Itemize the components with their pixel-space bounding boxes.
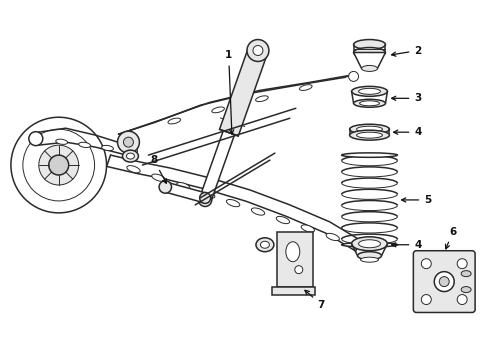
- Ellipse shape: [461, 271, 471, 276]
- Polygon shape: [220, 47, 268, 136]
- Ellipse shape: [200, 193, 211, 203]
- Ellipse shape: [127, 146, 137, 156]
- Ellipse shape: [358, 252, 382, 260]
- Ellipse shape: [101, 145, 114, 150]
- Ellipse shape: [256, 238, 274, 252]
- Ellipse shape: [461, 287, 471, 293]
- Polygon shape: [272, 287, 315, 295]
- Ellipse shape: [23, 129, 95, 201]
- Ellipse shape: [349, 124, 390, 134]
- Text: 4: 4: [393, 127, 422, 137]
- Ellipse shape: [352, 237, 388, 251]
- Ellipse shape: [457, 294, 467, 305]
- Ellipse shape: [201, 191, 215, 198]
- Ellipse shape: [159, 181, 171, 193]
- Ellipse shape: [359, 240, 380, 248]
- Ellipse shape: [56, 139, 68, 144]
- Ellipse shape: [198, 193, 212, 207]
- Ellipse shape: [256, 96, 268, 102]
- Ellipse shape: [152, 174, 165, 181]
- Ellipse shape: [299, 85, 312, 90]
- Text: 3: 3: [392, 93, 421, 103]
- Ellipse shape: [362, 66, 377, 71]
- Ellipse shape: [39, 145, 78, 185]
- Ellipse shape: [357, 126, 383, 132]
- Ellipse shape: [253, 45, 263, 55]
- Ellipse shape: [434, 272, 454, 292]
- Ellipse shape: [123, 137, 133, 147]
- FancyBboxPatch shape: [414, 251, 475, 312]
- Polygon shape: [164, 182, 206, 203]
- Ellipse shape: [295, 266, 303, 274]
- Ellipse shape: [354, 40, 386, 50]
- Ellipse shape: [361, 257, 378, 262]
- Ellipse shape: [457, 259, 467, 269]
- Ellipse shape: [11, 117, 106, 213]
- Text: 5: 5: [402, 195, 432, 205]
- Ellipse shape: [326, 233, 340, 240]
- Ellipse shape: [349, 130, 390, 140]
- Ellipse shape: [354, 48, 386, 58]
- Ellipse shape: [168, 118, 181, 124]
- Ellipse shape: [202, 197, 208, 203]
- Polygon shape: [277, 232, 313, 287]
- Ellipse shape: [354, 99, 386, 107]
- Ellipse shape: [360, 101, 379, 106]
- Ellipse shape: [342, 243, 397, 247]
- Ellipse shape: [247, 40, 269, 62]
- Ellipse shape: [276, 216, 290, 224]
- Ellipse shape: [421, 294, 431, 305]
- Text: 6: 6: [445, 227, 457, 249]
- Text: 2: 2: [392, 45, 421, 56]
- Ellipse shape: [122, 150, 138, 162]
- Text: 7: 7: [305, 290, 325, 310]
- Ellipse shape: [226, 199, 240, 207]
- Ellipse shape: [79, 142, 91, 148]
- Text: 1: 1: [225, 50, 234, 134]
- Ellipse shape: [348, 71, 359, 81]
- Ellipse shape: [301, 225, 315, 232]
- Ellipse shape: [251, 208, 265, 215]
- Text: 8: 8: [150, 155, 166, 183]
- Ellipse shape: [118, 131, 140, 153]
- Ellipse shape: [359, 88, 380, 94]
- Ellipse shape: [212, 107, 224, 113]
- Ellipse shape: [127, 166, 140, 173]
- Ellipse shape: [439, 276, 449, 287]
- Ellipse shape: [352, 86, 388, 96]
- Ellipse shape: [126, 153, 134, 159]
- Ellipse shape: [286, 242, 300, 262]
- Ellipse shape: [29, 132, 43, 146]
- Polygon shape: [354, 53, 386, 68]
- Ellipse shape: [176, 183, 190, 190]
- Ellipse shape: [421, 259, 431, 269]
- Polygon shape: [199, 131, 235, 202]
- Text: 4: 4: [392, 240, 422, 250]
- Ellipse shape: [342, 153, 397, 157]
- Ellipse shape: [261, 241, 270, 248]
- Ellipse shape: [357, 132, 383, 138]
- Ellipse shape: [49, 155, 69, 175]
